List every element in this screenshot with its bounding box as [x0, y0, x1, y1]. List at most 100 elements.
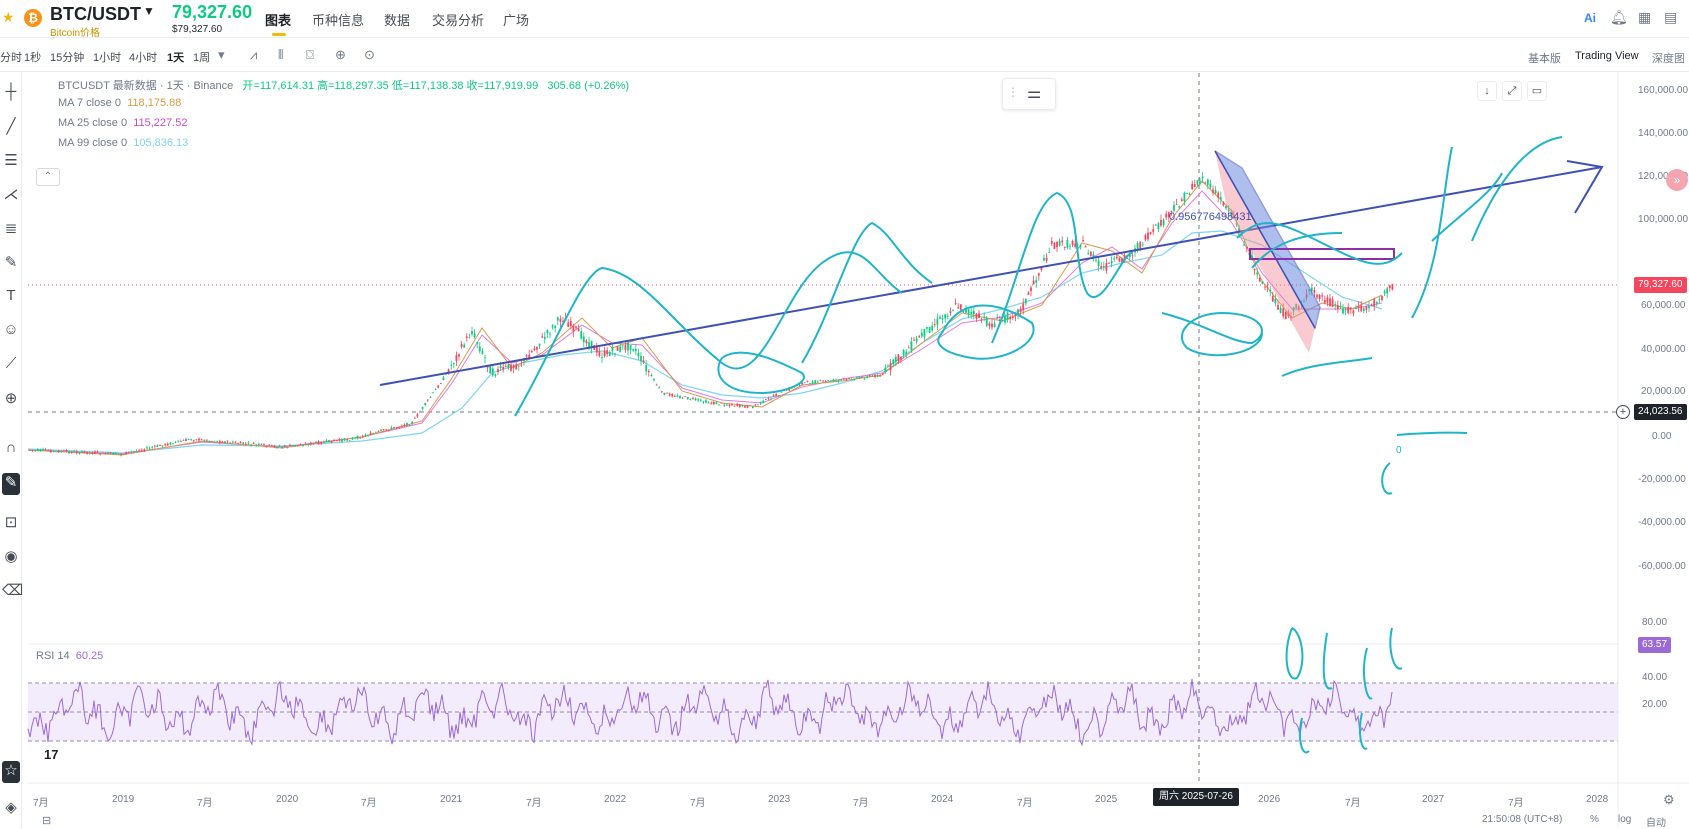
candle-body: [117, 453, 120, 455]
candle-body: [395, 427, 398, 429]
settings-icon[interactable]: ⊙: [364, 47, 375, 62]
view-tradingview[interactable]: Trading View: [1575, 50, 1639, 62]
arrow-drawing[interactable]: [1566, 160, 1604, 214]
pair-selector[interactable]: BTC/USDT: [50, 4, 141, 24]
candle-body: [1037, 273, 1040, 276]
fullscreen-icon[interactable]: ▭: [1527, 81, 1547, 101]
candle-body: [855, 377, 858, 379]
candle-body: [1295, 304, 1298, 309]
trendline-drawing[interactable]: [379, 166, 1603, 386]
candle-body: [1011, 317, 1014, 319]
candle-body: [296, 445, 299, 446]
chevron-down-icon[interactable]: ▾: [218, 47, 225, 62]
drawing-settings-popup[interactable]: ⋮ ⚌: [1002, 78, 1056, 110]
view-basic[interactable]: 基本版: [1528, 53, 1561, 65]
interval-1d[interactable]: 1天: [167, 52, 185, 64]
price-chart-svg[interactable]: 0.956776498431 0: [22, 73, 1689, 828]
brush-icon[interactable]: ✎: [4, 254, 18, 271]
interval-1h[interactable]: 1小时: [93, 52, 122, 64]
candle-body: [806, 381, 809, 382]
settings-sliders-icon[interactable]: ⚌: [1027, 85, 1042, 102]
text-icon[interactable]: T: [6, 287, 16, 304]
candle-body: [1019, 308, 1022, 312]
interval-4h[interactable]: 4小时: [129, 52, 158, 64]
tab-chart[interactable]: 图表: [265, 13, 292, 28]
rectangle-drawing[interactable]: [1249, 248, 1395, 260]
candle-body: [1050, 240, 1053, 244]
candle-type-icon[interactable]: ⫴: [278, 47, 284, 62]
candle-body: [601, 357, 603, 358]
parallel-channel-lower[interactable]: [1215, 151, 1315, 353]
calendar-icon[interactable]: ⊟: [42, 815, 52, 827]
horizontal-lines-icon[interactable]: ☰: [4, 152, 18, 169]
candle-body: [1040, 267, 1043, 270]
indicator-icon[interactable]: ⩘: [250, 47, 258, 62]
layout-icon[interactable]: ▤: [1664, 9, 1678, 25]
percent-toggle[interactable]: %: [1590, 814, 1599, 825]
candle-body: [1162, 219, 1165, 226]
fib-icon[interactable]: ≣: [4, 220, 18, 237]
candle-body: [1323, 300, 1326, 303]
tab-coin-info[interactable]: 币种信息: [312, 13, 365, 28]
x-label: 2020: [276, 794, 299, 805]
view-depth[interactable]: 深度图: [1652, 53, 1685, 65]
crosshair-icon[interactable]: ┼: [5, 83, 17, 100]
chart-area[interactable]: 0.956776498431 0 BTCUSDT 最新数据 · 1天 · Bin…: [22, 73, 1689, 828]
trendline-icon[interactable]: ╱: [6, 118, 16, 135]
eye-icon[interactable]: ◉: [4, 548, 18, 565]
add-icon[interactable]: ⊕: [335, 47, 346, 62]
favorite-tools-icon[interactable]: ☆: [2, 761, 20, 783]
bell-icon[interactable]: 🔔︎: [1610, 9, 1628, 25]
freehand-drawings[interactable]: [514, 136, 1563, 754]
x-label: 2024: [931, 794, 954, 805]
tab-data[interactable]: 数据: [384, 13, 411, 28]
auto-toggle[interactable]: 自动: [1646, 818, 1666, 829]
log-toggle[interactable]: log: [1618, 814, 1632, 825]
candle-body: [320, 441, 323, 444]
interval-15m[interactable]: 15分钟: [50, 52, 85, 64]
drag-handle-icon[interactable]: ⋮: [1007, 85, 1019, 99]
tab-square[interactable]: 广场: [503, 13, 530, 28]
lock-icon[interactable]: ⊡: [4, 514, 18, 531]
ruler-icon[interactable]: ⟋: [5, 355, 17, 372]
candle-body: [374, 431, 377, 433]
coin-info-link[interactable]: Bitcoin价格: [50, 28, 101, 39]
candle-body: [598, 351, 601, 356]
candle-body: [86, 451, 89, 454]
candle-body: [530, 350, 533, 353]
collapse-legend-button[interactable]: ⌃: [36, 168, 60, 186]
candle-body: [1043, 258, 1045, 261]
trash-icon[interactable]: ⌫: [2, 582, 24, 599]
candle-body: [1188, 193, 1191, 195]
interval-timeshare[interactable]: 分时: [0, 52, 22, 64]
interval-1w[interactable]: 1周: [193, 52, 211, 64]
candle-body: [247, 442, 250, 444]
lock-drawing-icon[interactable]: ✎: [2, 473, 20, 495]
candle-body: [429, 397, 432, 399]
rsi-value: 60.25: [75, 650, 104, 662]
magnet-icon[interactable]: ∩: [5, 439, 17, 456]
candle-body: [291, 445, 294, 446]
add-alert-icon[interactable]: +: [1616, 405, 1630, 419]
tab-trading-analysis[interactable]: 交易分析: [432, 13, 485, 28]
grid-icon[interactable]: ▦: [1638, 9, 1652, 25]
scroll-right-icon[interactable]: »: [1666, 169, 1688, 191]
candle-body: [853, 379, 856, 381]
chevron-down-icon[interactable]: ▼: [143, 4, 155, 18]
bitcoin-icon: ₿: [24, 9, 42, 27]
pitchfork-icon[interactable]: ⋌: [3, 186, 19, 203]
candle-body: [1191, 183, 1194, 190]
zoom-icon[interactable]: ⊕: [4, 390, 18, 407]
camera-icon[interactable]: ⌼: [306, 47, 314, 62]
favorite-star-icon[interactable]: ★: [2, 9, 15, 25]
expand-icon[interactable]: ⤢: [1502, 81, 1522, 101]
layers-icon[interactable]: ◈: [5, 799, 17, 816]
download-icon[interactable]: ↓: [1477, 81, 1497, 101]
candle-body: [653, 378, 655, 381]
ai-icon[interactable]: Ai: [1584, 11, 1596, 25]
interval-1s[interactable]: 1秒: [24, 52, 42, 64]
candle-body: [109, 452, 112, 454]
settings-icon[interactable]: ⚙: [1663, 792, 1675, 807]
emoji-icon[interactable]: ☺: [3, 321, 19, 338]
candle-body: [1092, 254, 1095, 259]
